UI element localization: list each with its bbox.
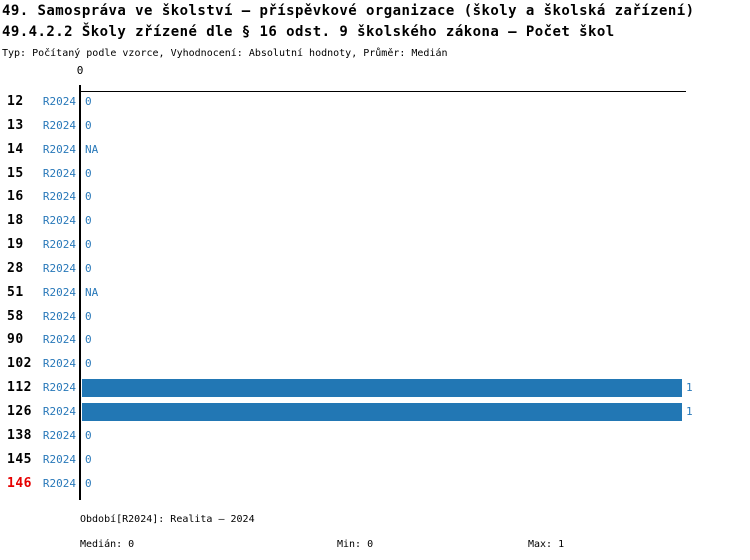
bar-value-label: 1 (686, 381, 693, 395)
footer-max-stat: Max: 1 (528, 539, 565, 550)
bar (81, 379, 682, 397)
row-period-label: R2024 (42, 166, 76, 180)
row-category-label: 18 (7, 213, 24, 229)
row-value-label: 0 (85, 118, 92, 132)
chart-title-line1: 49. Samospráva ve školství – příspěvkové… (2, 3, 695, 19)
row-period-label: R2024 (42, 214, 76, 228)
chart-subtitle: Typ: Počítaný podle vzorce, Vyhodnocení:… (2, 48, 448, 59)
row-period-label: R2024 (42, 309, 76, 323)
row-value-label: NA (85, 142, 99, 156)
row-value-label: 0 (85, 190, 92, 204)
table-row: 138 R2024 0 (0, 424, 750, 448)
table-row: 12 R2024 0 (0, 90, 750, 114)
table-row: 145 R2024 0 (0, 448, 750, 472)
row-value-label: 0 (85, 214, 92, 228)
bar-value-label: 1 (686, 404, 693, 418)
bar-rows-container: 12 R2024 0 13 R2024 0 14 R2024 NA 15 R20… (0, 90, 750, 495)
row-value-label: 0 (85, 238, 92, 252)
row-period-label: R2024 (42, 190, 76, 204)
row-period-label: R2024 (42, 285, 76, 299)
row-category-label: 102 (7, 356, 32, 372)
bar (81, 403, 682, 421)
row-period-label: R2024 (42, 95, 76, 108)
table-row: 28 R2024 0 (0, 257, 750, 281)
footer-min-stat: Min: 0 (337, 539, 374, 550)
row-category-label: 146 (7, 475, 32, 491)
table-row: 102 R2024 0 (0, 352, 750, 376)
table-row: 15 R2024 0 (0, 162, 750, 186)
table-row: 90 R2024 0 (0, 328, 750, 352)
x-axis-line (80, 90, 686, 92)
x-axis-tick-label: 0 (76, 64, 84, 77)
row-period-label: R2024 (42, 261, 76, 275)
row-category-label: 15 (7, 165, 24, 181)
row-period-label: R2024 (42, 142, 76, 156)
table-row: 14 R2024 NA (0, 138, 750, 162)
row-value-label: 0 (85, 166, 92, 180)
row-value-label: 0 (85, 261, 92, 275)
row-value-label: 0 (85, 452, 92, 466)
row-period-label: R2024 (42, 404, 76, 418)
row-category-label: 126 (7, 403, 32, 419)
table-row: 51 R2024 NA (0, 281, 750, 305)
row-category-label: 90 (7, 332, 24, 348)
table-row: 112 R2024 1 (0, 376, 750, 400)
row-category-label: 13 (7, 117, 24, 133)
row-category-label: 138 (7, 427, 32, 443)
table-row: 18 R2024 0 (0, 209, 750, 233)
y-axis-line (78, 85, 81, 500)
table-row: 126 R2024 1 (0, 400, 750, 424)
row-period-label: R2024 (42, 357, 76, 371)
row-period-label: R2024 (42, 452, 76, 466)
chart-title-line2: 49.4.2.2 Školy zřízené dle § 16 odst. 9 … (2, 24, 615, 40)
row-category-label: 112 (7, 380, 32, 396)
table-row: 13 R2024 0 (0, 114, 750, 138)
row-period-label: R2024 (42, 381, 76, 395)
row-period-label: R2024 (42, 238, 76, 252)
table-row: 58 R2024 0 (0, 305, 750, 329)
table-row: 16 R2024 0 (0, 185, 750, 209)
row-period-label: R2024 (42, 118, 76, 132)
row-value-label: 0 (85, 309, 92, 323)
row-category-label: 28 (7, 260, 24, 276)
table-row: 146 R2024 0 (0, 472, 750, 496)
row-period-label: R2024 (42, 333, 76, 347)
row-value-label: 0 (85, 476, 92, 490)
row-value-label: 0 (85, 428, 92, 442)
row-category-label: 58 (7, 308, 24, 324)
footer-period-info: Období[R2024]: Realita – 2024 (80, 514, 255, 525)
row-category-label: 12 (7, 94, 24, 109)
row-value-label: 0 (85, 357, 92, 371)
table-row: 19 R2024 0 (0, 233, 750, 257)
row-value-label: 0 (85, 333, 92, 347)
row-category-label: 51 (7, 284, 24, 300)
row-value-label: 0 (85, 95, 92, 108)
row-category-label: 14 (7, 141, 24, 157)
row-period-label: R2024 (42, 476, 76, 490)
row-period-label: R2024 (42, 428, 76, 442)
row-category-label: 145 (7, 451, 32, 467)
row-category-label: 16 (7, 189, 24, 205)
row-category-label: 19 (7, 237, 24, 253)
footer-median-stat: Medián: 0 (80, 539, 135, 550)
row-value-label: NA (85, 285, 99, 299)
